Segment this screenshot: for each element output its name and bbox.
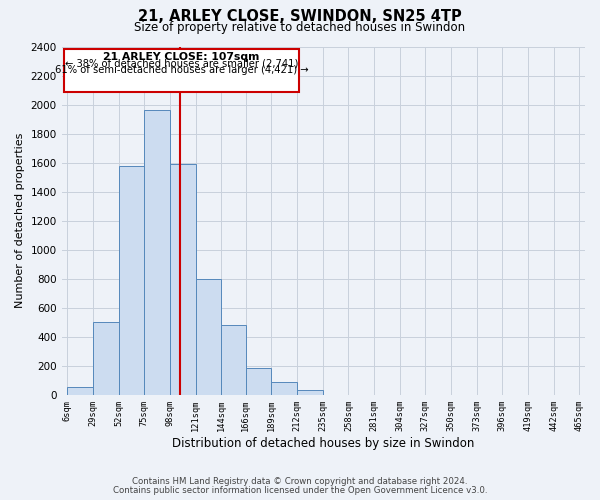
Bar (144, 110, 170, 395)
Bar (271, 382, 297, 395)
Bar (196, 279, 221, 395)
Text: Contains HM Land Registry data © Crown copyright and database right 2024.: Contains HM Land Registry data © Crown c… (132, 477, 468, 486)
Bar (170, 164, 196, 395)
Bar (221, 326, 246, 395)
Text: Size of property relative to detached houses in Swindon: Size of property relative to detached ho… (134, 21, 466, 34)
Text: ← 38% of detached houses are smaller (2,741): ← 38% of detached houses are smaller (2,… (65, 58, 298, 68)
Text: Contains public sector information licensed under the Open Government Licence v3: Contains public sector information licen… (113, 486, 487, 495)
Bar (93, 322, 119, 395)
Text: 61% of semi-detached houses are larger (4,421) →: 61% of semi-detached houses are larger (… (55, 64, 308, 74)
Y-axis label: Number of detached properties: Number of detached properties (15, 133, 25, 308)
Bar (67, 387, 93, 395)
Bar (297, 390, 323, 395)
Text: 21, ARLEY CLOSE, SWINDON, SN25 4TP: 21, ARLEY CLOSE, SWINDON, SN25 4TP (138, 9, 462, 24)
Bar (119, 166, 144, 395)
Text: 21 ARLEY CLOSE: 107sqm: 21 ARLEY CLOSE: 107sqm (103, 52, 260, 62)
X-axis label: Distribution of detached houses by size in Swindon: Distribution of detached houses by size … (172, 437, 475, 450)
Bar (246, 368, 271, 395)
Bar (64, 48, 299, 92)
